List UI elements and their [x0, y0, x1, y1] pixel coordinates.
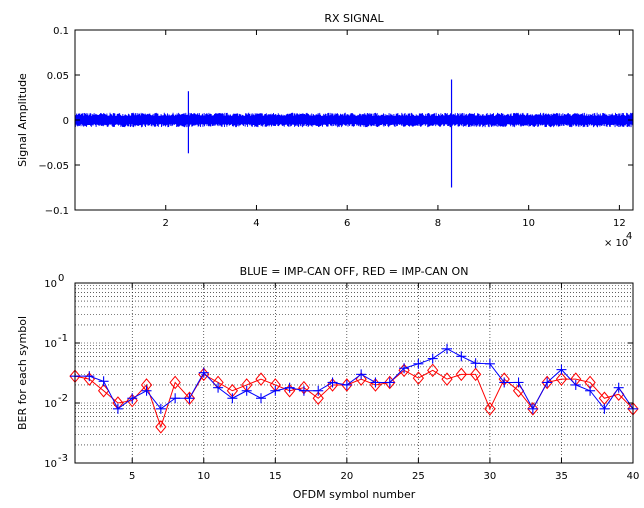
ber-ytick-label-power: 0 [58, 273, 64, 284]
ber-xtick-label: 10 [197, 471, 210, 482]
ber-blue-imp-can-off-point [599, 403, 610, 414]
ber-blue-imp-can-off-point [298, 385, 309, 396]
ber-blue-imp-can-off-point [256, 393, 266, 404]
ber-xtick-label: 25 [412, 471, 425, 482]
ber-red-imp-can-on-point [412, 371, 425, 385]
ber-blue-imp-can-off-point [284, 382, 295, 393]
ber-blue-imp-can-off-point [527, 403, 538, 414]
ber-xlabel: OFDM symbol number [293, 488, 416, 501]
ber-blue-imp-can-off-point [270, 385, 281, 396]
ber-blue-imp-can-off-point [241, 385, 252, 396]
rx-signal-ytick-label: 0 [63, 116, 69, 127]
ber-blue-imp-can-off-point [384, 377, 395, 388]
rx-signal-xtick-label: 8 [435, 218, 441, 229]
ber-blue-imp-can-off-point [84, 371, 95, 382]
rx-signal-ylabel: Signal Amplitude [16, 73, 29, 167]
rx-signal-title: RX SIGNAL [324, 12, 384, 25]
ber-red-imp-can-on-point [555, 372, 568, 386]
ber-blue-imp-can-off-point [484, 358, 495, 369]
ber-axes-frame [74, 282, 634, 464]
ber-blue-imp-can-off-point [442, 343, 452, 354]
rx-signal-x-exponent: × 10 [604, 238, 628, 249]
ber-red-imp-can-on-point [455, 367, 467, 382]
ber-ytick-label-power: -1 [58, 333, 68, 344]
ber-ylabel: BER for each symbol [16, 316, 29, 430]
ber-blue-imp-can-off-point [112, 403, 123, 414]
ber-red-imp-can-on-point [183, 391, 196, 406]
ber-blue-imp-can-off-point [499, 377, 510, 388]
ber-ytick-label-power: -2 [58, 393, 68, 404]
ber-red-imp-can-on-point [169, 375, 181, 390]
ber-xtick-label: 35 [555, 471, 568, 482]
ber-red-imp-can-on-point [441, 372, 453, 386]
rx-signal-xtick-label: 10 [522, 218, 535, 229]
ber-blue-imp-can-off-point [341, 379, 352, 390]
ber-red-imp-can-on-point [155, 420, 167, 434]
ber-blue-imp-can-off-point [470, 358, 481, 369]
rx-signal-ytick-label: −0.1 [45, 206, 69, 217]
ber-red-imp-can-on-point [469, 367, 482, 382]
ber-red-imp-can-on-point [484, 402, 496, 416]
ber-blue-imp-can-off-point [556, 364, 567, 375]
ber-blue-imp-can-off-line [75, 348, 634, 410]
ber-blue-imp-can-off-point [141, 385, 152, 396]
ber-xtick-label: 30 [484, 471, 497, 482]
ber-blue-imp-can-off-point [356, 369, 367, 380]
ber-red-imp-can-on-point [255, 372, 267, 386]
rx-signal-noise-band [75, 115, 633, 125]
ber-ytick-label-base: 10 [44, 399, 57, 410]
ber-red-imp-can-on-point [427, 363, 439, 378]
ber-blue-imp-can-off-point [98, 376, 109, 387]
ber-ytick-label-base: 10 [44, 279, 57, 290]
rx-signal-x-exponent-power: 4 [626, 231, 632, 242]
ber-xtick-label: 15 [269, 471, 282, 482]
ber-blue-imp-can-off-point [370, 377, 381, 388]
rx-signal-xtick-label: 6 [344, 218, 350, 229]
ber-blue-imp-can-off-point [198, 367, 209, 378]
ber-blue-imp-can-off-point [585, 385, 596, 396]
rx-signal-ytick-label: −0.05 [38, 161, 69, 172]
ber-blue-imp-can-off-point [227, 393, 238, 404]
ber-blue-imp-can-off-point [413, 358, 424, 369]
rx-signal-xtick-label: 2 [163, 218, 169, 229]
ber-blue-imp-can-off-point [313, 385, 324, 396]
ber-blue-imp-can-off-point [427, 353, 438, 364]
rx-signal-ytick-label: 0.1 [53, 26, 69, 37]
ber-blue-imp-can-off-series [70, 343, 638, 414]
ber-blue-imp-can-off-point [327, 377, 338, 388]
ber-blue-imp-can-off-point [613, 382, 624, 393]
ber-blue-imp-can-off-point [155, 403, 166, 414]
ber-blue-imp-can-off-point [127, 393, 138, 404]
ber-red-imp-can-on-point [312, 391, 324, 406]
ber-ytick-label-base: 10 [44, 459, 57, 470]
ber-xtick-label: 5 [129, 471, 135, 482]
ber-blue-imp-can-off-point [170, 393, 181, 404]
ber-ytick-label-power: -3 [58, 453, 68, 464]
ber-xtick-label: 40 [627, 471, 640, 482]
rx-signal-xtick-label: 12 [613, 218, 626, 229]
ber-title: BLUE = IMP-CAN OFF, RED = IMP-CAN ON [240, 265, 469, 278]
ber-red-imp-can-on-point [527, 402, 539, 416]
ber-blue-imp-can-off-point [213, 382, 224, 393]
rx-signal-xtick-label: 4 [253, 218, 259, 229]
ber-blue-imp-can-off-point [184, 393, 195, 404]
ber-blue-imp-can-off-point [513, 377, 524, 388]
ber-ytick-label-base: 10 [44, 339, 57, 350]
ber-blue-imp-can-off-point [456, 351, 467, 362]
ber-red-imp-can-on-point [541, 375, 553, 390]
ber-blue-imp-can-off-point [399, 363, 410, 374]
ber-xtick-label: 20 [340, 471, 353, 482]
ber-blue-imp-can-off-point [570, 379, 581, 390]
rx-signal-panel: 2 4 6 8 10 12 −0.1 −0.05 0 0.05 0.1 RX SIGNAL Signal… [16, 12, 634, 249]
ber-red-imp-can-on-point [384, 375, 396, 390]
rx-signal-ytick-label: 0.05 [47, 71, 69, 82]
ber-blue-imp-can-off-point [542, 377, 553, 388]
